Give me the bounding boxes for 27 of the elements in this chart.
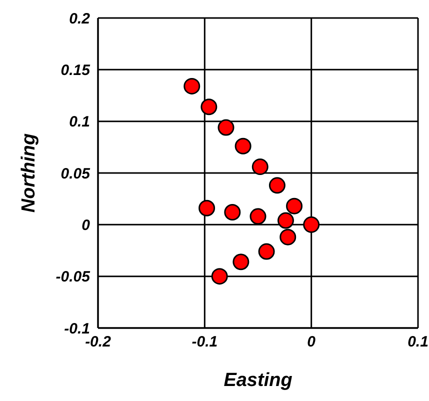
y-tick-label: 0.05 <box>60 165 91 182</box>
point <box>211 268 228 285</box>
point <box>234 138 252 154</box>
x-tick-label: 0 <box>307 334 316 351</box>
y-axis-title: Northing <box>18 133 40 213</box>
point <box>250 208 266 225</box>
point <box>286 198 303 214</box>
point <box>252 158 268 176</box>
y-tick-label: -0.05 <box>56 268 91 286</box>
point <box>224 204 241 221</box>
y-tick-label: 0 <box>82 216 91 234</box>
y-tick-label: 0.1 <box>69 114 90 131</box>
point <box>280 228 296 246</box>
point <box>258 243 275 260</box>
point <box>218 119 234 136</box>
point <box>268 177 286 194</box>
x-axis-title: Easting <box>224 370 293 391</box>
point <box>200 98 218 116</box>
point <box>198 200 216 216</box>
point <box>277 212 294 229</box>
x-tick-label: -0.1 <box>192 334 218 351</box>
y-tick-label: 0.2 <box>69 10 91 28</box>
x-tick-label: 0.1 <box>408 334 428 351</box>
point <box>184 78 200 94</box>
point <box>303 216 320 233</box>
y-tick-label: 0.15 <box>60 62 91 79</box>
point <box>232 254 250 270</box>
